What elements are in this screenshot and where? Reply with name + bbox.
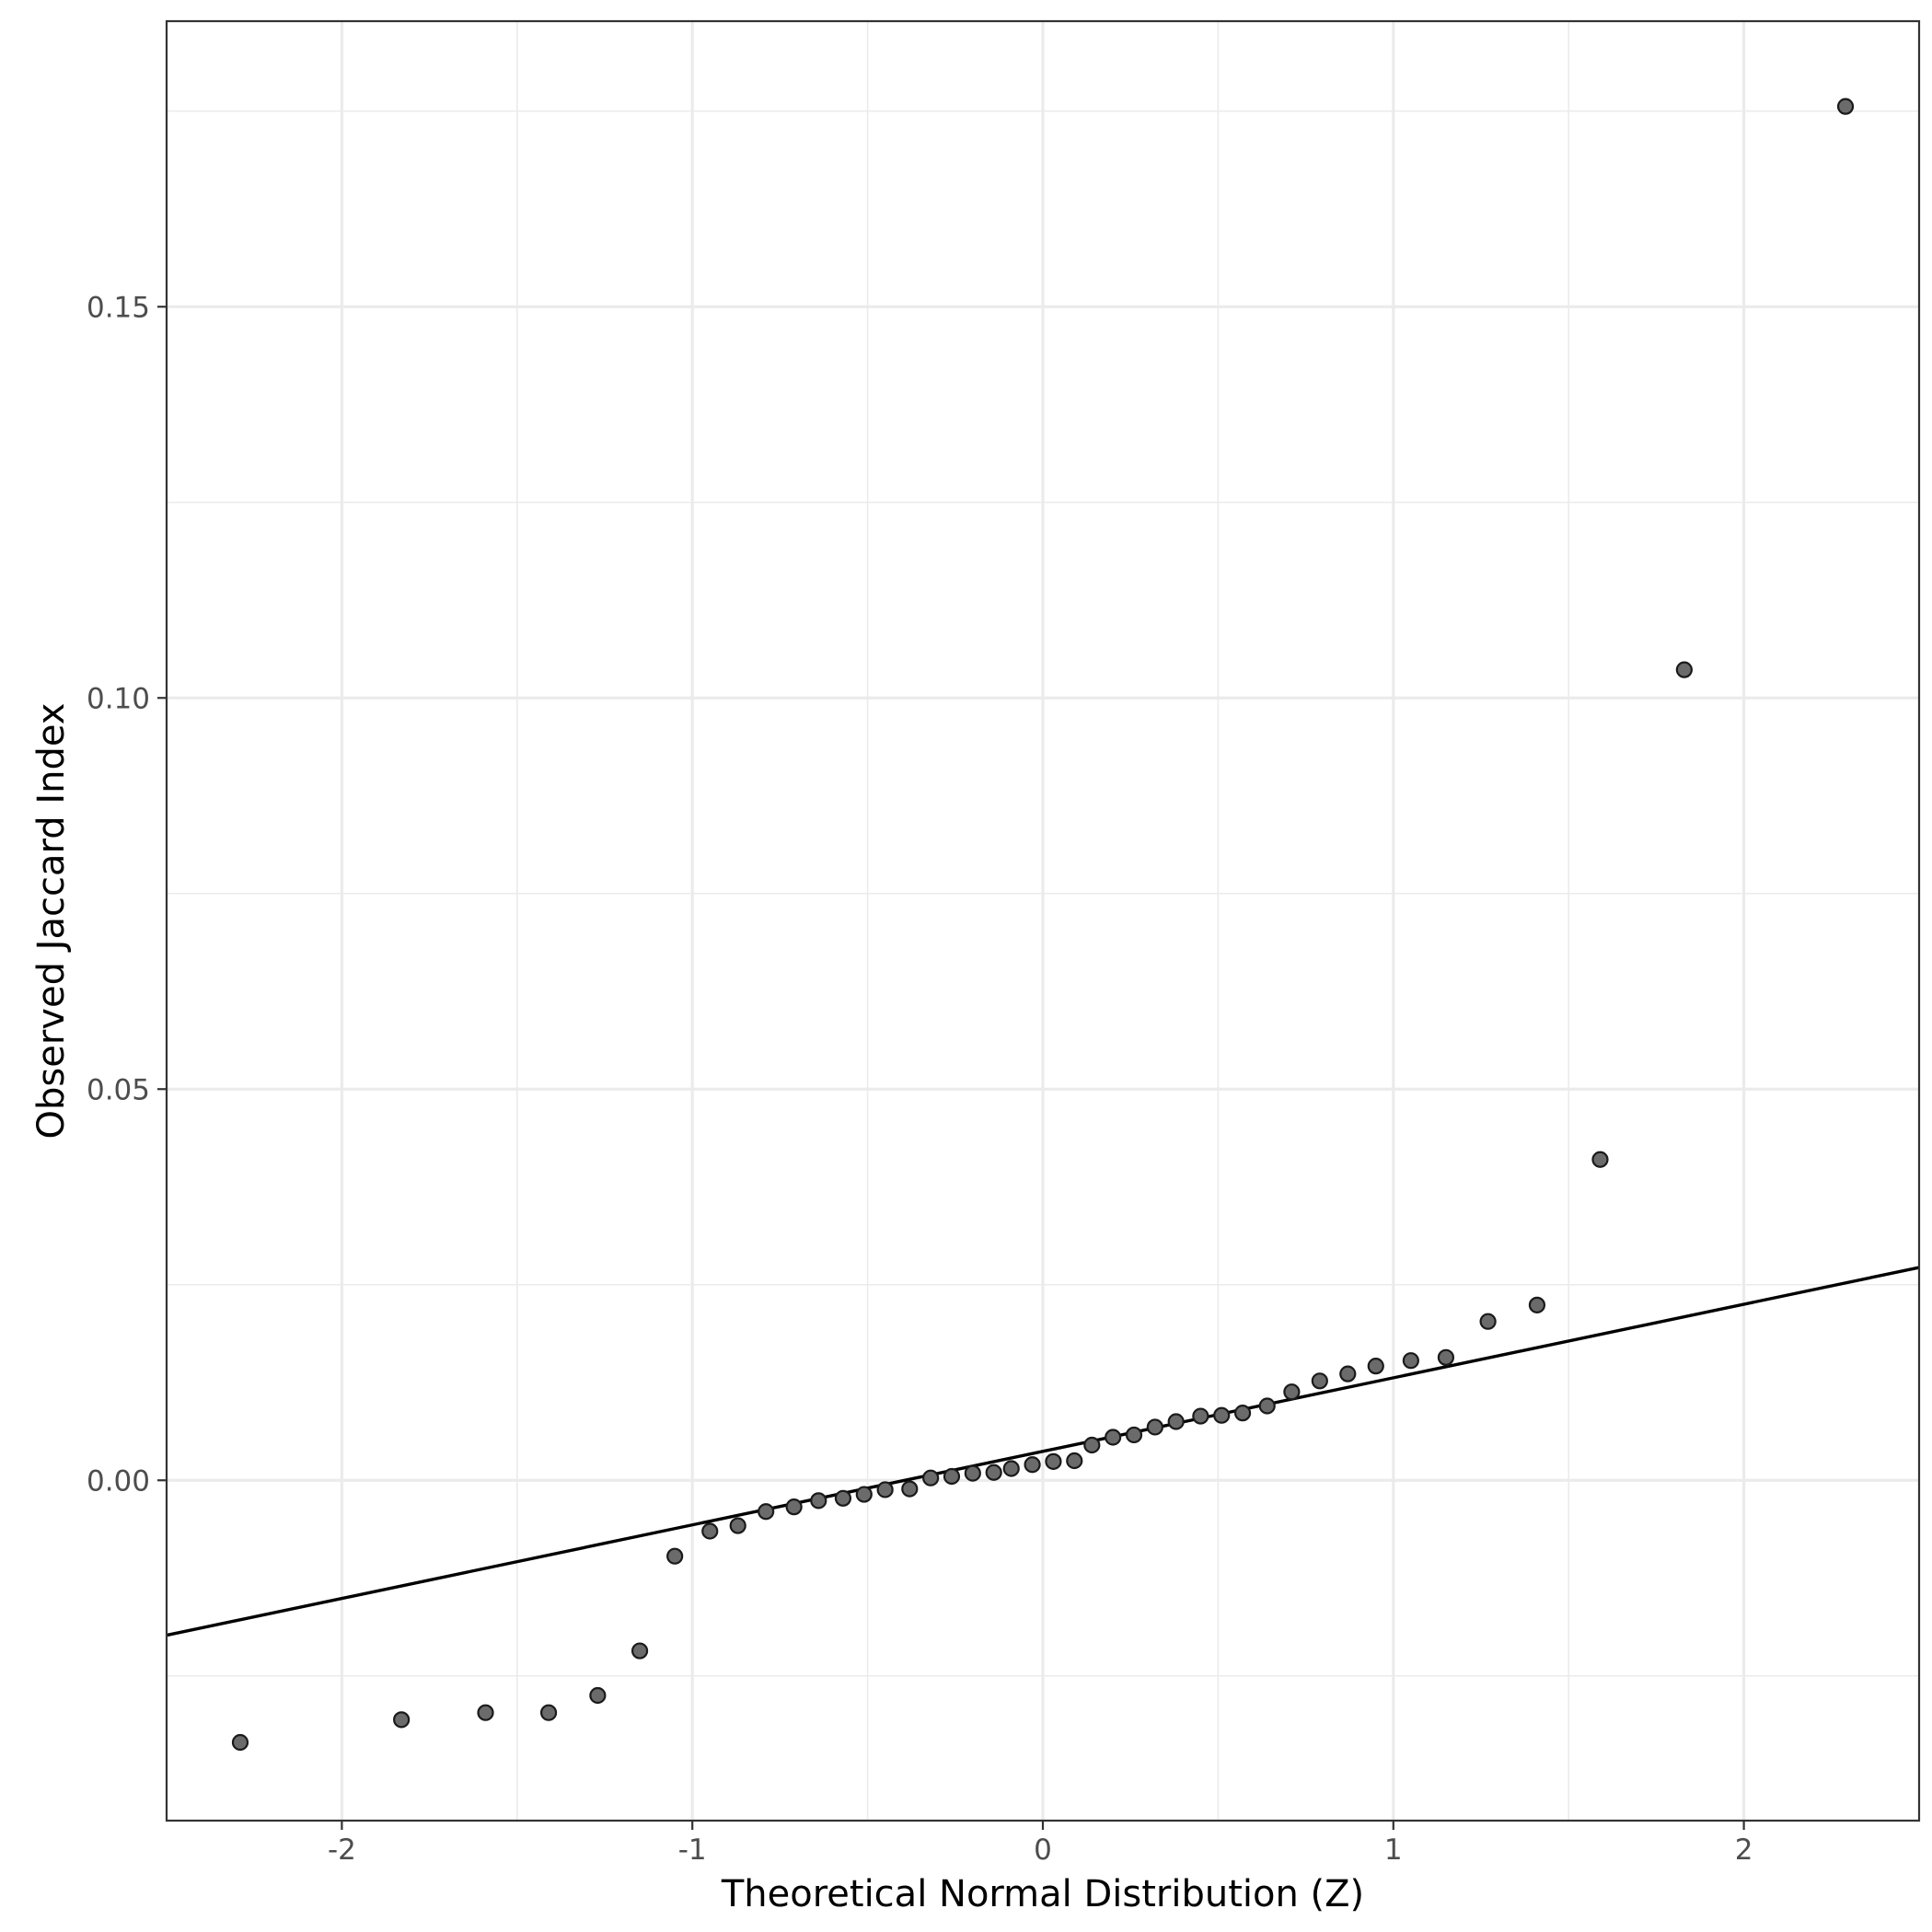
y-tick-label: 0.00 (87, 1464, 150, 1498)
data-point (810, 1492, 827, 1510)
data-point (876, 1481, 894, 1498)
data-point (539, 1704, 558, 1721)
data-point (701, 1522, 719, 1540)
data-point (631, 1642, 649, 1660)
data-point (1402, 1352, 1419, 1370)
data-point (231, 1733, 249, 1752)
x-tick-label: 2 (1735, 1834, 1753, 1867)
data-point (1002, 1460, 1020, 1477)
data-point (1066, 1452, 1083, 1470)
data-point (1591, 1151, 1609, 1168)
y-axis-ticks: 0.00 0.05 0.10 0.15 (87, 291, 167, 1498)
data-point (1213, 1406, 1231, 1424)
y-tick-label: 0.05 (87, 1073, 150, 1106)
data-point (1083, 1436, 1101, 1454)
data-point (1167, 1413, 1185, 1430)
data-point (1836, 98, 1855, 115)
y-tick-label: 0.15 (87, 291, 150, 324)
x-tick-label: -1 (678, 1834, 707, 1867)
data-point (964, 1464, 981, 1482)
data-point (1437, 1348, 1455, 1366)
x-tick-label: 0 (1034, 1834, 1052, 1867)
reference-line-layer (166, 1266, 1920, 1637)
data-point (855, 1486, 873, 1503)
data-point (1192, 1407, 1209, 1425)
data-point (758, 1503, 775, 1521)
data-point (1339, 1365, 1357, 1382)
x-tick-label: -2 (328, 1834, 356, 1867)
data-point (1125, 1426, 1143, 1444)
data-point (943, 1467, 961, 1486)
data-point (1311, 1372, 1328, 1390)
data-points (231, 98, 1855, 1752)
data-point (729, 1517, 746, 1534)
major-gridlines (167, 21, 1919, 1821)
qq-reference-line (166, 1266, 1920, 1637)
data-point (834, 1489, 852, 1507)
y-axis-title: Observed Jaccard Index (30, 703, 73, 1140)
data-point (1258, 1397, 1276, 1415)
data-point (1045, 1452, 1062, 1470)
data-point (1675, 661, 1693, 678)
data-point (1528, 1296, 1546, 1313)
data-point (589, 1686, 607, 1705)
data-point (985, 1463, 1002, 1481)
data-point (922, 1469, 940, 1487)
data-point (393, 1711, 411, 1729)
data-point (1146, 1418, 1163, 1436)
data-point (1233, 1405, 1252, 1422)
data-point (901, 1480, 919, 1498)
data-point (1105, 1429, 1122, 1446)
data-point (1479, 1313, 1497, 1330)
data-point (477, 1704, 494, 1721)
data-point (1367, 1358, 1384, 1375)
x-axis-ticks: -2 -1 0 1 2 (328, 1821, 1753, 1867)
x-axis-title: Theoretical Normal Distribution (Z) (721, 1873, 1364, 1915)
data-point (1024, 1456, 1041, 1474)
data-point (1283, 1383, 1301, 1401)
data-point (666, 1547, 684, 1565)
data-point (785, 1498, 803, 1516)
y-tick-label: 0.10 (87, 682, 150, 715)
x-tick-label: 1 (1384, 1834, 1403, 1867)
